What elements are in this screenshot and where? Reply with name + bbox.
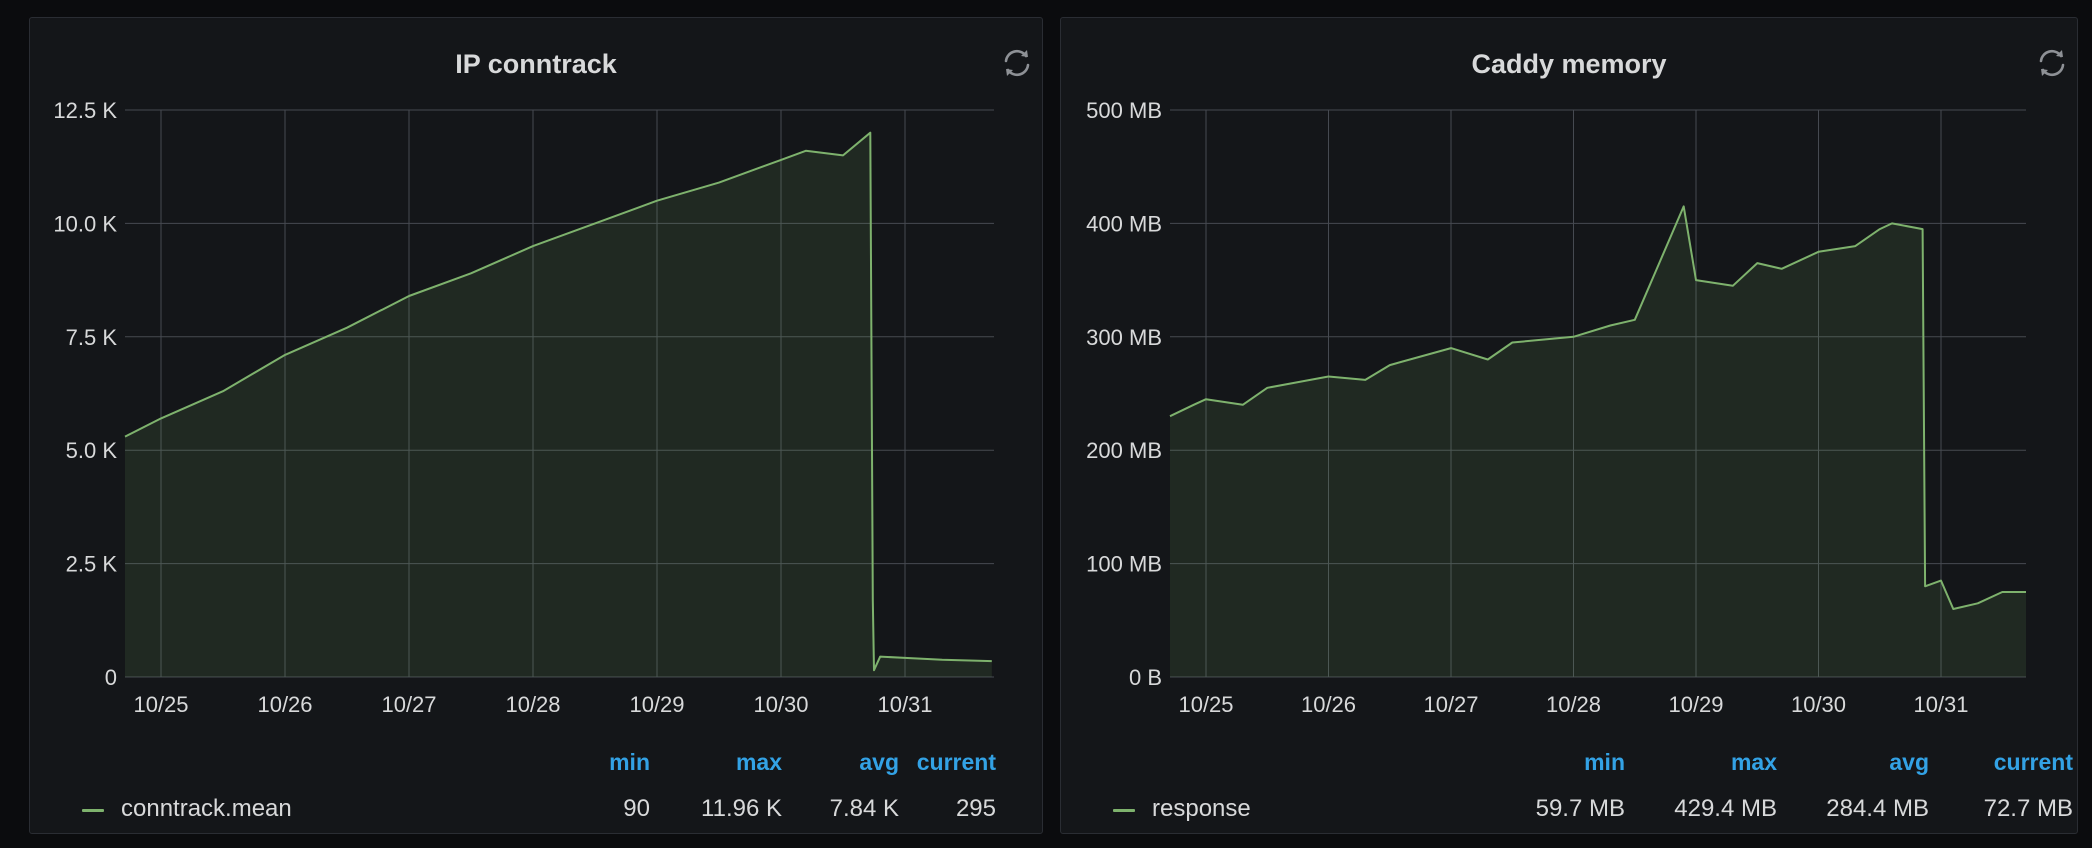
refresh-icon[interactable] xyxy=(2035,46,2069,80)
legend-current-value: 295 xyxy=(955,795,996,822)
panel-title[interactable]: IP conntrack xyxy=(455,49,617,79)
chart-area[interactable]: 0 2.5 K 5.0 K 7.5 K 10.0 K 12.5 K 10/25 10/26 10… xyxy=(30,18,1044,738)
x-tick-label: 10/26 xyxy=(1301,692,1356,717)
x-tick-label: 10/29 xyxy=(629,692,684,717)
panel-title[interactable]: Caddy memory xyxy=(1471,49,1667,79)
legend-header-min[interactable]: min xyxy=(1584,749,1625,775)
legend-max-value: 429.4 MB xyxy=(1674,795,1777,822)
panel-caddy-memory: Caddy memory 0 B 100 MB 200 MB 300 MB 400 MB… xyxy=(1060,17,2078,834)
x-tick-label: 10/28 xyxy=(505,692,560,717)
y-tick-label: 500 MB xyxy=(1086,98,1162,123)
y-tick-label: 0 xyxy=(105,665,117,690)
legend-avg-value: 284.4 MB xyxy=(1826,795,1929,822)
series-line xyxy=(1169,205,2026,610)
y-tick-label: 100 MB xyxy=(1086,552,1162,577)
series-line xyxy=(124,131,992,672)
legend-row: conntrack.mean 90 11.96 K 7.84 K 295 xyxy=(30,791,1042,831)
x-tick-label: 10/30 xyxy=(753,692,808,717)
legend-series-name[interactable]: response xyxy=(1152,795,1251,822)
legend-header-current[interactable]: current xyxy=(1993,749,2073,775)
panel-ip-conntrack: IP conntrack 0 2.5 K 5.0 K 7.5 K 10.0 K 12.5 … xyxy=(29,17,1043,834)
y-tick-label: 400 MB xyxy=(1086,211,1162,236)
legend-min-value: 90 xyxy=(623,795,650,822)
y-tick-label: 2.5 K xyxy=(66,552,118,577)
x-tick-label: 10/26 xyxy=(257,692,312,717)
legend-avg-value: 7.84 K xyxy=(829,795,899,822)
x-tick-label: 10/25 xyxy=(133,692,188,717)
legend-series-name[interactable]: conntrack.mean xyxy=(121,795,292,822)
x-tick-label: 10/29 xyxy=(1668,692,1723,717)
legend-current-value: 72.7 MB xyxy=(1983,795,2073,822)
series-area xyxy=(1170,206,2026,677)
legend-swatch[interactable] xyxy=(1113,809,1135,812)
x-tick-label: 10/27 xyxy=(381,692,436,717)
legend-max-value: 11.96 K xyxy=(701,795,782,822)
x-tick-label: 10/27 xyxy=(1423,692,1478,717)
chart-area[interactable]: 0 B 100 MB 200 MB 300 MB 400 MB 500 MB 10/25 10… xyxy=(1061,18,2079,738)
series-area xyxy=(125,132,992,677)
legend-header-current[interactable]: current xyxy=(916,749,996,775)
y-tick-label: 5.0 K xyxy=(66,438,118,463)
x-tick-label: 10/31 xyxy=(877,692,932,717)
legend-min-value: 59.7 MB xyxy=(1535,795,1625,822)
legend-header-avg[interactable]: avg xyxy=(859,749,899,775)
y-tick-label: 300 MB xyxy=(1086,325,1162,350)
legend-row: response 59.7 MB 429.4 MB 284.4 MB 72.7 … xyxy=(1061,791,2077,831)
y-tick-label: 7.5 K xyxy=(66,325,118,350)
x-tick-label: 10/25 xyxy=(1178,692,1233,717)
y-tick-label: 12.5 K xyxy=(53,98,117,123)
y-tick-label: 10.0 K xyxy=(53,211,117,236)
x-tick-label: 10/31 xyxy=(1913,692,1968,717)
y-tick-label: 0 B xyxy=(1129,665,1162,690)
legend-header-avg[interactable]: avg xyxy=(1889,749,1929,775)
refresh-icon[interactable] xyxy=(1000,46,1034,80)
legend-header-max[interactable]: max xyxy=(735,749,782,775)
x-tick-label: 10/28 xyxy=(1546,692,1601,717)
y-tick-label: 200 MB xyxy=(1086,438,1162,463)
x-tick-label: 10/30 xyxy=(1791,692,1846,717)
legend-header-max[interactable]: max xyxy=(1730,749,1777,775)
legend-swatch[interactable] xyxy=(82,809,104,812)
legend-header-min[interactable]: min xyxy=(609,749,650,775)
